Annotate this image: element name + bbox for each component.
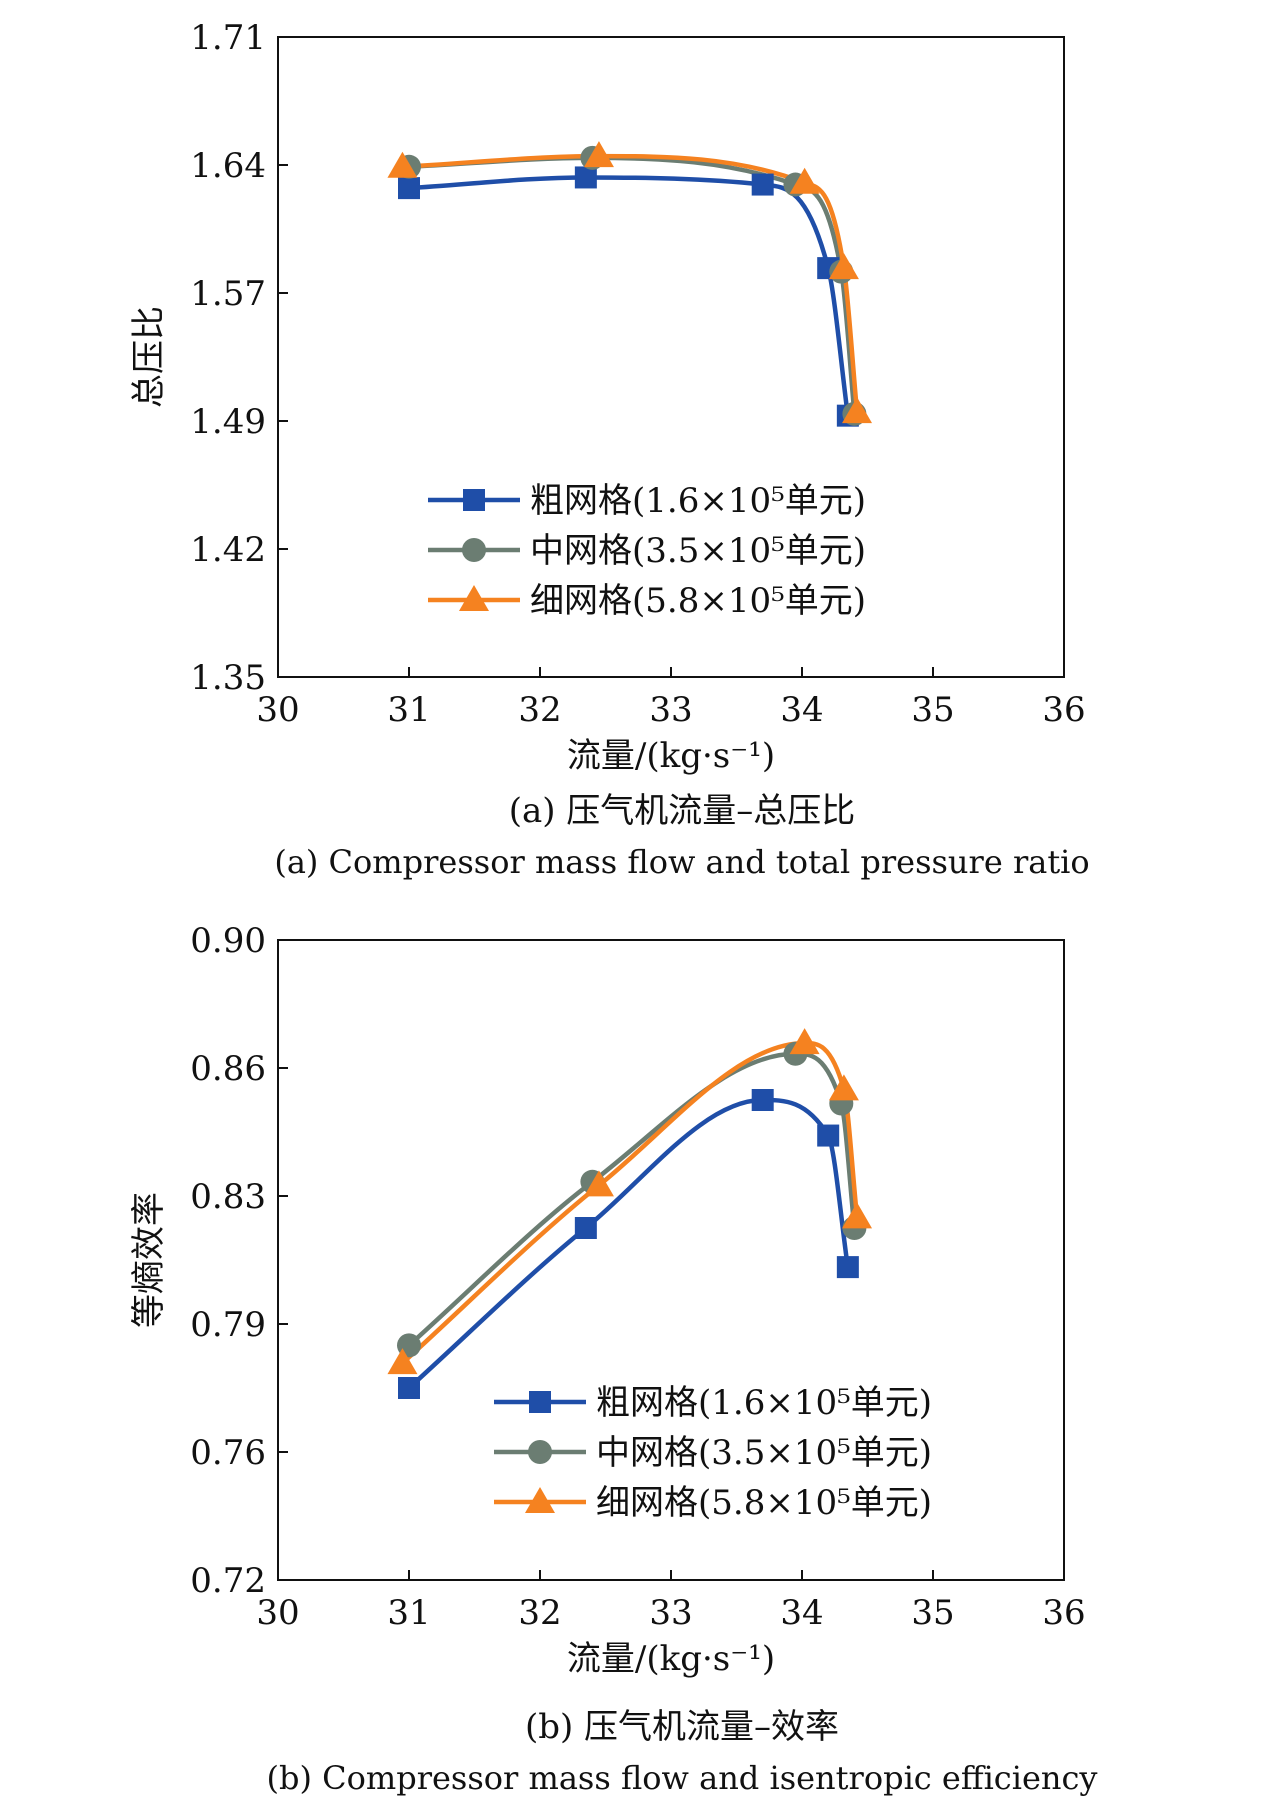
legend-label: 粗网格(1.6×10⁵单元) [596,1383,932,1423]
x-tick-label: 33 [649,690,692,730]
chart-isentropic-efficiency: 30 31 32 33 34 35 36 0.72 0.76 0.79 0.83 0.86 0.90 流量… [129,921,1086,1679]
x-tick-label: 36 [1042,690,1085,730]
data-point-square [817,1124,840,1147]
x-tick-label: 35 [911,1593,954,1633]
data-point-triangle [828,253,859,280]
y-tick-label: 0.76 [190,1433,266,1473]
caption-b-zh: (b) 压气机流量–效率 [525,1707,839,1747]
legend-marker-triangle [525,1487,555,1513]
series-line-square [408,175,851,416]
x-axis-label: 流量/(kg·s⁻¹) [567,736,775,776]
data-point-square [574,1217,597,1239]
x-tick-label: 31 [387,690,430,730]
x-tick-label: 36 [1042,1593,1085,1633]
legend-label: 粗网格(1.6×10⁵单元) [530,481,866,521]
data-point-triangle [789,1028,820,1055]
data-point-square [751,1089,774,1111]
x-axis-label: 流量/(kg·s⁻¹) [567,1639,775,1679]
y-tick-label: 0.79 [190,1305,266,1345]
caption-a-en: (a) Compressor mass flow and total press… [274,843,1089,881]
x-tick-label: 33 [649,1593,692,1633]
data-point-square [574,166,597,189]
y-tick-label: 1.49 [190,402,266,442]
y-tick-label: 1.57 [190,274,266,314]
x-tick-label: 30 [256,1593,299,1633]
x-tick-label: 32 [518,690,561,730]
data-point-triangle [583,1170,614,1197]
series-line-circle [408,155,857,415]
data-point-square [398,1377,420,1399]
data-point-triangle [828,1074,859,1101]
data-point-triangle [842,1202,873,1229]
data-point-triangle [387,151,418,178]
x-tick-label: 32 [518,1593,561,1633]
legend-label: 中网格(3.5×10⁵单元) [596,1433,932,1473]
legend-label: 细网格(5.8×10⁵单元) [530,581,866,621]
legend-marker-circle [462,538,486,562]
legend-label: 细网格(5.8×10⁵单元) [596,1483,932,1523]
legend-marker-triangle [459,585,489,611]
y-tick-label: 1.71 [190,18,266,58]
series-line-triangle [402,153,860,413]
x-tick-label: 30 [256,690,299,730]
data-point-triangle [842,397,873,424]
series-line-square [407,1097,851,1390]
chart-pressure-ratio: 30 31 32 33 34 35 36 1.35 1.42 1.49 1.57 1.64 1.71 流量… [129,18,1086,776]
y-tick-label: 1.42 [190,530,266,570]
data-point-square [751,173,774,196]
y-tick-label: 1.64 [190,146,266,186]
y-tick-label: 0.86 [190,1049,266,1089]
data-point-triangle [583,141,614,168]
series-line-triangle [400,1040,860,1365]
legend-marker-circle [528,1440,552,1464]
x-tick-label: 34 [780,690,823,730]
y-tick-label: 1.35 [190,658,266,698]
series-line-circle [407,1051,857,1348]
caption-b-en: (b) Compressor mass flow and isentropic … [266,1759,1097,1797]
legend-marker-square [463,489,485,511]
x-tick-label: 31 [387,1593,430,1633]
legend-marker-square [529,1391,551,1413]
data-point-square [836,1256,859,1279]
legend-label: 中网格(3.5×10⁵单元) [530,531,866,571]
y-axis-label: 等熵效率 [129,1192,169,1328]
data-point-triangle [387,1348,418,1375]
caption-a-zh: (a) 压气机流量–总压比 [509,791,856,831]
y-tick-label: 0.90 [190,921,266,961]
data-point-square [398,177,420,200]
y-tick-label: 0.83 [190,1177,266,1217]
y-tick-label: 0.72 [190,1561,266,1601]
x-tick-label: 34 [780,1593,823,1633]
x-tick-label: 35 [911,690,954,730]
y-axis-label: 总压比 [129,306,169,408]
data-point-triangle [789,167,820,194]
